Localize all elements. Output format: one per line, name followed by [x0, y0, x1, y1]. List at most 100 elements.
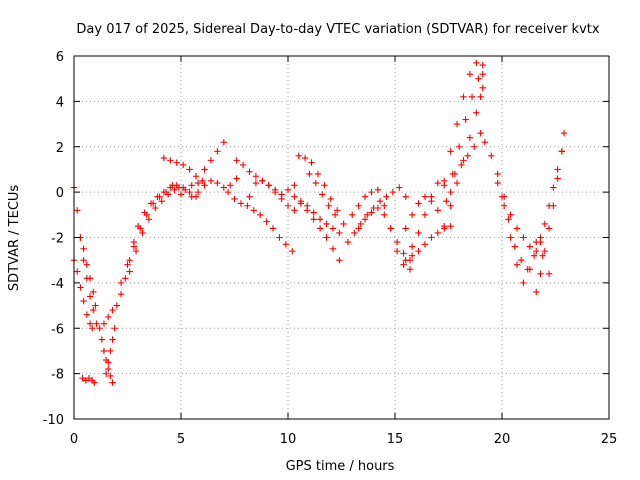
data-point — [214, 179, 221, 187]
data-point — [400, 250, 407, 257]
data-point — [90, 288, 97, 296]
data-point — [263, 218, 270, 225]
data-point — [323, 220, 330, 228]
data-point — [137, 225, 144, 232]
data-marks — [70, 59, 568, 386]
data-point — [402, 256, 409, 264]
data-point — [107, 372, 114, 380]
data-point — [297, 200, 305, 207]
data-point — [265, 182, 272, 189]
data-point — [246, 168, 253, 175]
y-tick-label: -10 — [43, 413, 64, 428]
data-point — [473, 109, 480, 116]
series-arc9 — [126, 186, 185, 275]
data-point — [276, 234, 283, 241]
data-point — [227, 182, 234, 189]
series-arc7 — [100, 182, 200, 327]
data-point — [301, 154, 309, 162]
data-point — [143, 211, 150, 219]
data-point — [160, 154, 168, 162]
data-point — [518, 256, 525, 264]
data-point — [295, 152, 302, 160]
series-arc10 — [160, 154, 206, 184]
data-point — [246, 193, 253, 200]
data-point — [541, 247, 548, 255]
data-point — [334, 207, 341, 214]
data-point — [434, 207, 441, 214]
data-point — [415, 247, 422, 255]
data-point — [344, 238, 352, 246]
data-point — [477, 93, 484, 101]
data-point — [393, 247, 401, 255]
data-point — [117, 291, 125, 298]
x-tick-label: 20 — [494, 432, 511, 447]
data-point — [186, 188, 193, 196]
series-arc28 — [447, 84, 486, 209]
x-tick-labels: 0 5 10 15 20 25 — [70, 432, 617, 447]
data-point — [466, 134, 474, 141]
data-point — [400, 261, 407, 268]
data-point — [171, 186, 178, 194]
data-point — [269, 225, 277, 232]
data-point — [252, 173, 260, 180]
data-point — [284, 202, 292, 209]
data-point — [96, 325, 103, 332]
data-point — [310, 216, 317, 223]
x-tick-label: 5 — [177, 432, 185, 447]
data-point — [304, 207, 311, 214]
data-point — [408, 252, 416, 259]
data-point — [282, 241, 290, 248]
data-point — [456, 143, 463, 150]
data-point — [93, 320, 100, 327]
data-point — [102, 370, 110, 377]
data-point — [381, 202, 388, 209]
data-point — [368, 209, 375, 216]
data-point — [80, 297, 87, 305]
data-point — [447, 222, 454, 230]
data-point — [152, 204, 159, 212]
series-arc4 — [79, 374, 98, 386]
data-point — [86, 275, 94, 282]
series-arc15 — [246, 177, 298, 214]
data-point — [500, 202, 508, 209]
series-arc19 — [306, 170, 339, 219]
data-point — [88, 325, 96, 332]
data-point — [336, 229, 343, 237]
axis-ticks — [73, 55, 610, 420]
data-point — [539, 252, 546, 259]
data-point — [256, 211, 264, 219]
data-point — [323, 234, 330, 241]
data-point — [349, 211, 356, 219]
data-point — [308, 159, 315, 166]
data-point — [329, 245, 337, 253]
data-point — [329, 225, 337, 232]
series-arc32 — [498, 193, 544, 273]
data-point — [393, 238, 401, 246]
data-point — [105, 313, 112, 321]
data-point — [194, 188, 202, 196]
data-point — [537, 238, 544, 246]
data-point — [220, 184, 227, 191]
data-point — [462, 116, 469, 123]
series-arc2 — [77, 234, 99, 309]
data-point — [415, 229, 422, 237]
data-point — [453, 179, 461, 187]
data-point — [387, 225, 394, 232]
series-arc11 — [188, 139, 227, 200]
data-point — [83, 261, 91, 268]
data-point — [321, 182, 328, 189]
data-point — [498, 193, 506, 200]
data-point — [291, 182, 298, 189]
data-point — [505, 216, 512, 223]
data-point — [109, 306, 116, 314]
data-point — [109, 379, 116, 386]
data-point — [124, 261, 131, 268]
data-point — [415, 200, 422, 207]
data-point — [434, 179, 441, 187]
data-point — [284, 186, 292, 194]
data-point — [466, 70, 474, 78]
data-point — [207, 177, 215, 184]
data-point — [520, 279, 527, 287]
data-point — [319, 191, 326, 198]
data-point — [169, 182, 176, 189]
